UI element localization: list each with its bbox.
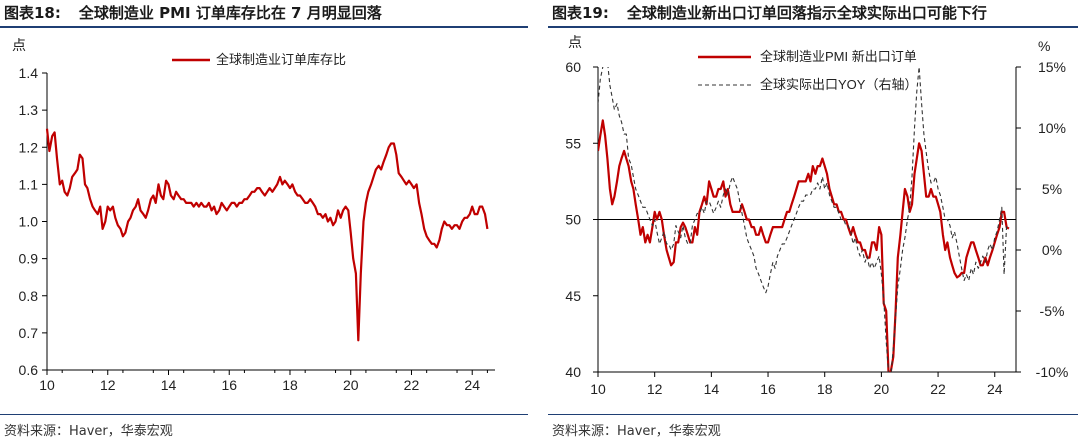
x-tick-label: 14 — [161, 377, 177, 393]
y-right-tick-label: 15% — [1038, 59, 1066, 75]
y-tick-label: 1.2 — [19, 139, 39, 155]
series-line-order-inventory-ratio — [45, 128, 489, 342]
left-figure-panel: 图表18: 全球制造业 PMI 订单库存比在 7 月明显回落 点 0.6 0.7 0.8… — [0, 0, 530, 440]
source-rule — [0, 414, 528, 415]
x-tick-label: 20 — [874, 381, 890, 397]
y-tick-label: 0.7 — [19, 325, 39, 341]
figure-title-text: 全球制造业 PMI 订单库存比在 7 月明显回落 — [78, 4, 382, 22]
series-line-real-exports-yoy — [598, 67, 1008, 372]
y-tick-label: 0.9 — [19, 251, 39, 267]
title-rule — [548, 26, 1078, 28]
y-right-tick-label: 0% — [1042, 242, 1062, 258]
source-note: 资料来源：Haver，华泰宏观 — [552, 424, 721, 439]
source-rule — [548, 414, 1078, 415]
y-left-tick-label: 40 — [565, 364, 581, 380]
y-right-tick-label: -10% — [1036, 364, 1069, 380]
y-tick-label: 1.0 — [19, 214, 39, 230]
y-right-tick-label: 10% — [1038, 120, 1066, 136]
title-rule — [0, 26, 528, 28]
y-left-tick-label: 50 — [565, 212, 581, 228]
x-tick-label: 24 — [464, 377, 480, 393]
x-tick-label: 22 — [930, 381, 946, 397]
y-axis-unit: 点 — [12, 37, 26, 53]
x-tick-label: 12 — [100, 377, 116, 393]
y-axis-right-unit: % — [1038, 38, 1050, 54]
y-axis-left-unit: 点 — [568, 34, 582, 50]
y-left-tick-label: 60 — [565, 59, 581, 75]
x-tick-label: 16 — [760, 381, 776, 397]
figure-title: 图表18: 全球制造业 PMI 订单库存比在 7 月明显回落 — [4, 2, 382, 23]
x-tick-label: 16 — [221, 377, 237, 393]
y-right-tick-label: 5% — [1042, 181, 1062, 197]
x-tick-label: 24 — [987, 381, 1003, 397]
x-tick-label: 20 — [343, 377, 359, 393]
figure-number: 图表19: — [552, 4, 609, 22]
right-figure-panel: 图表19: 全球制造业新出口订单回落指示全球实际出口可能下行 点% 40 45 50 55… — [548, 0, 1080, 440]
x-tick-label: 10 — [590, 381, 606, 397]
y-tick-label: 0.8 — [19, 288, 39, 304]
x-tick-label: 18 — [817, 381, 833, 397]
legend-label: 全球制造业订单库存比 — [216, 52, 346, 67]
x-tick-label: 10 — [39, 377, 55, 393]
chart-right: 点 % 40 45 50 55 60 -10% -5% 0% 5% 10% 15% 10 12 14 16 18 2… — [565, 34, 1069, 397]
x-tick-label: 12 — [647, 381, 663, 397]
legend-label: 全球实际出口YOY（右轴） — [760, 77, 917, 92]
x-tick-label: 22 — [404, 377, 420, 393]
y-tick-label: 1.1 — [19, 176, 39, 192]
figure-number: 图表18: — [4, 4, 61, 22]
series-line-new-export-orders — [598, 119, 1010, 372]
figure-title-text: 全球制造业新出口订单回落指示全球实际出口可能下行 — [626, 4, 987, 22]
x-tick-label: 18 — [282, 377, 298, 393]
y-left-tick-label: 55 — [565, 135, 581, 151]
chart-left: 点 0.6 0.7 0.8 0.9 1.0 1.1 1.2 1.3 1.4 10 12 14 16 18 20… — [12, 37, 495, 393]
y-right-tick-label: -5% — [1040, 303, 1065, 319]
y-left-tick-label: 45 — [565, 288, 581, 304]
y-tick-label: 1.4 — [19, 65, 39, 81]
x-tick-label: 14 — [704, 381, 720, 397]
y-tick-label: 1.3 — [19, 102, 39, 118]
y-tick-label: 0.6 — [19, 362, 39, 378]
source-note: 资料来源：Haver，华泰宏观 — [4, 424, 173, 439]
legend-label: 全球制造业PMI 新出口订单 — [760, 49, 917, 64]
figure-title: 图表19: 全球制造业新出口订单回落指示全球实际出口可能下行 — [552, 2, 987, 23]
